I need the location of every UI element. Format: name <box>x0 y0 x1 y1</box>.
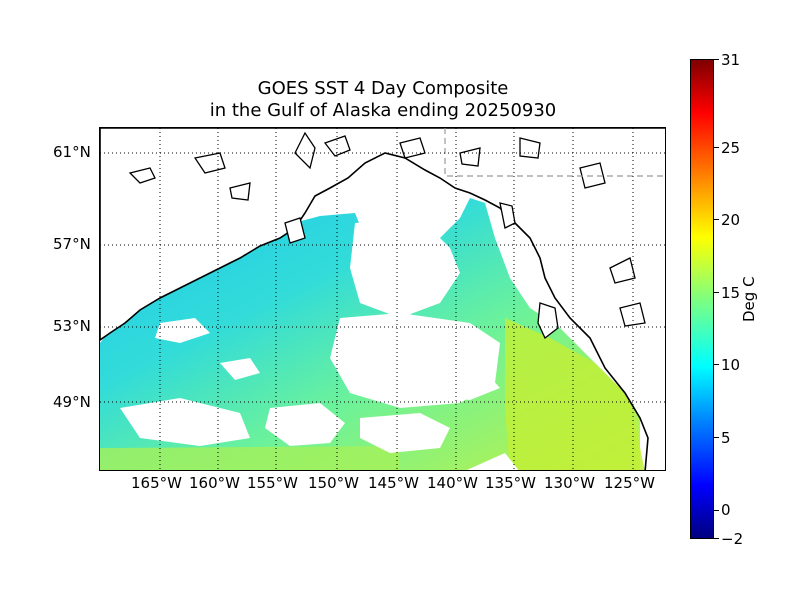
cloud-gap <box>360 413 450 453</box>
cloud-gap <box>155 318 210 343</box>
cloud-gap <box>120 398 250 446</box>
cloud-gap <box>466 453 519 470</box>
cloud-gap <box>265 403 345 446</box>
colorbar <box>690 59 714 539</box>
lon-label: 155°W <box>247 474 298 492</box>
lat-label: 61°N <box>53 143 91 161</box>
cloud-gap <box>220 358 260 380</box>
colorbar-tick-label: 20 <box>721 211 741 229</box>
map-panel <box>99 127 666 471</box>
land-alaska <box>100 128 665 470</box>
lon-label: 125°W <box>604 474 655 492</box>
lon-label: 165°W <box>131 474 182 492</box>
colorbar-tick-label: 31 <box>721 51 741 69</box>
colorbar-tick-label: 0 <box>721 501 731 519</box>
colorbar-tick-label: −2 <box>721 530 744 548</box>
map-title: GOES SST 4 Day Composite in the Gulf of … <box>100 78 666 122</box>
lon-label: 135°W <box>485 474 536 492</box>
lat-label: 53°N <box>53 317 91 335</box>
graticule <box>100 128 665 470</box>
border-line <box>444 128 665 177</box>
colorbar-tick-label: 10 <box>721 356 741 374</box>
colorbar-tick-label: 15 <box>721 284 741 302</box>
coast-detail <box>128 131 646 327</box>
lat-label: 49°N <box>53 393 91 411</box>
lon-label: 145°W <box>368 474 419 492</box>
title-line-2: in the Gulf of Alaska ending 20250930 <box>209 100 557 121</box>
sst-warm-patch <box>505 318 645 470</box>
lon-label: 140°W <box>427 474 478 492</box>
title-line-1: GOES SST 4 Day Composite <box>257 78 509 99</box>
lon-label: 160°W <box>189 474 240 492</box>
colorbar-title: Deg C <box>740 276 758 322</box>
lat-label: 57°N <box>53 235 91 253</box>
sst-warm-band <box>100 446 400 470</box>
colorbar-tick-label: 25 <box>721 139 741 157</box>
colorbar-tick-label: 5 <box>721 429 731 447</box>
coast-islands <box>284 202 559 340</box>
lon-label: 130°W <box>544 474 595 492</box>
sst-map <box>100 128 665 470</box>
cloud-gap <box>430 366 500 400</box>
lon-label: 150°W <box>308 474 359 492</box>
